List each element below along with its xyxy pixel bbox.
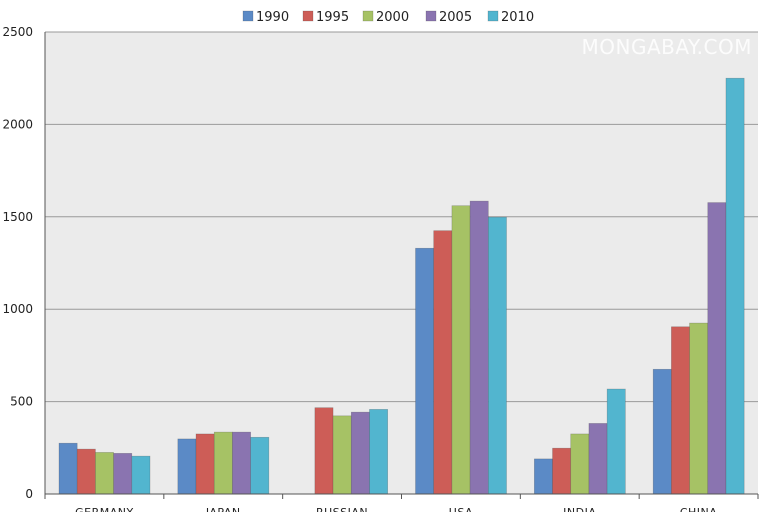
- bar-germany-1995: [76, 448, 96, 495]
- bar-usa-2005: [469, 200, 489, 495]
- legend-label-1995: 1995: [316, 10, 349, 25]
- x-category-label: USA: [449, 506, 473, 512]
- y-tick-label: 2000: [2, 117, 33, 131]
- bar-japan-1995: [195, 433, 215, 495]
- plot-area: [45, 32, 758, 494]
- bars: [58, 77, 745, 495]
- bar-usa-1995: [433, 230, 453, 495]
- legend-swatch-2000: [362, 10, 374, 22]
- legend-label-2010: 2010: [501, 10, 534, 25]
- x-category-label: GERMANY: [75, 506, 134, 512]
- legend: 1990 1995 2000 2005 2010: [242, 10, 534, 25]
- legend-label-2005: 2005: [439, 10, 472, 25]
- bar-germany-2000: [95, 452, 114, 495]
- bar-russian-2000: [332, 415, 352, 495]
- bar-japan-2010: [250, 436, 270, 495]
- bar-usa-2010: [487, 216, 507, 495]
- bar-india-2000: [570, 433, 590, 495]
- y-tick-label: 2500: [2, 25, 33, 39]
- legend-swatch-2010: [487, 10, 499, 22]
- bar-india-1990: [534, 458, 553, 495]
- bar-india-2010: [606, 388, 626, 495]
- x-category-label: RUSSIAN: [316, 506, 368, 512]
- bar-japan-2000: [213, 431, 233, 495]
- bar-china-1995: [671, 326, 690, 495]
- bar-india-2005: [588, 423, 608, 495]
- watermark-text: MONGABAY.COM: [582, 35, 752, 59]
- bar-japan-2005: [232, 431, 251, 495]
- y-tick-label: 1000: [2, 302, 33, 316]
- bar-germany-1990: [58, 442, 78, 495]
- y-tick-label: 500: [10, 395, 33, 409]
- bar-usa-1990: [415, 247, 435, 495]
- bar-china-2010: [725, 77, 745, 495]
- bar-usa-2000: [451, 205, 471, 495]
- bar-india-1995: [552, 447, 572, 495]
- bar-russian-1995: [314, 407, 334, 495]
- y-tick-labels: 0 500 1000 1500 2000 2500: [2, 25, 33, 501]
- bar-china-2000: [689, 322, 709, 495]
- legend-label-1990: 1990: [256, 10, 289, 25]
- legend-swatch-1990: [242, 10, 254, 22]
- x-category-label: CHINA: [680, 506, 717, 512]
- y-tick-label: 0: [25, 487, 33, 501]
- y-tick-label: 1500: [2, 210, 33, 224]
- legend-swatch-2005: [425, 10, 437, 22]
- gridlines: [45, 31, 758, 403]
- bar-china-2005: [707, 202, 727, 495]
- legend-label-2000: 2000: [376, 10, 409, 25]
- bar-russian-2010: [369, 409, 388, 495]
- bar-russian-2005: [350, 411, 370, 495]
- x-category-label: INDIA: [563, 506, 596, 512]
- bar-japan-1990: [177, 438, 197, 495]
- legend-swatch-1995: [302, 10, 314, 22]
- x-category-labels: GERMANY JAPAN RUSSIAN USA INDIA CHINA: [75, 506, 717, 512]
- bar-germany-2005: [113, 453, 133, 495]
- bar-china-1990: [652, 368, 672, 495]
- x-category-label: JAPAN: [205, 506, 241, 512]
- axes: [44, 32, 759, 499]
- bar-germany-2010: [131, 455, 151, 495]
